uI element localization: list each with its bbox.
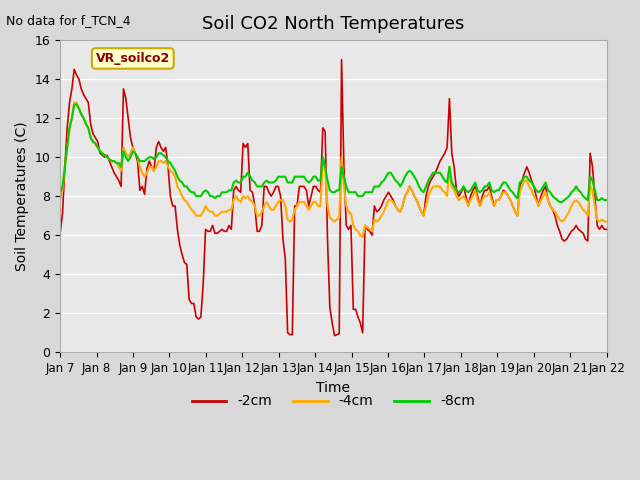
-2cm: [56, 230, 64, 236]
-8cm: [70, 102, 78, 108]
-2cm: [92, 135, 99, 141]
-2cm: [577, 228, 584, 234]
-8cm: [577, 190, 584, 195]
-4cm: [410, 193, 418, 199]
-2cm: [331, 333, 339, 338]
-2cm: [582, 236, 589, 242]
-8cm: [556, 199, 563, 205]
-4cm: [577, 203, 584, 209]
-4cm: [582, 209, 589, 215]
-8cm: [265, 180, 273, 185]
-4cm: [359, 234, 367, 240]
Line: -2cm: -2cm: [60, 60, 607, 336]
-8cm: [582, 195, 589, 201]
-8cm: [408, 170, 416, 176]
-4cm: [218, 209, 226, 215]
Title: Soil CO2 North Temperatures: Soil CO2 North Temperatures: [202, 15, 465, 33]
-4cm: [603, 219, 611, 225]
-4cm: [265, 203, 273, 209]
-2cm: [410, 193, 418, 199]
-8cm: [56, 190, 64, 195]
-2cm: [262, 183, 270, 189]
-2cm: [603, 227, 611, 232]
Text: VR_soilco2: VR_soilco2: [95, 52, 170, 65]
-4cm: [70, 100, 78, 106]
Y-axis label: Soil Temperatures (C): Soil Temperatures (C): [15, 121, 29, 271]
Line: -8cm: -8cm: [60, 105, 607, 202]
X-axis label: Time: Time: [316, 381, 350, 395]
Legend: -2cm, -4cm, -8cm: -2cm, -4cm, -8cm: [186, 389, 481, 414]
-4cm: [56, 197, 64, 203]
-8cm: [603, 197, 611, 203]
-4cm: [94, 144, 102, 150]
-2cm: [216, 228, 223, 234]
Text: No data for f_TCN_4: No data for f_TCN_4: [6, 14, 131, 27]
-8cm: [218, 190, 226, 195]
-8cm: [94, 144, 102, 150]
-2cm: [338, 57, 346, 62]
Line: -4cm: -4cm: [60, 103, 607, 237]
